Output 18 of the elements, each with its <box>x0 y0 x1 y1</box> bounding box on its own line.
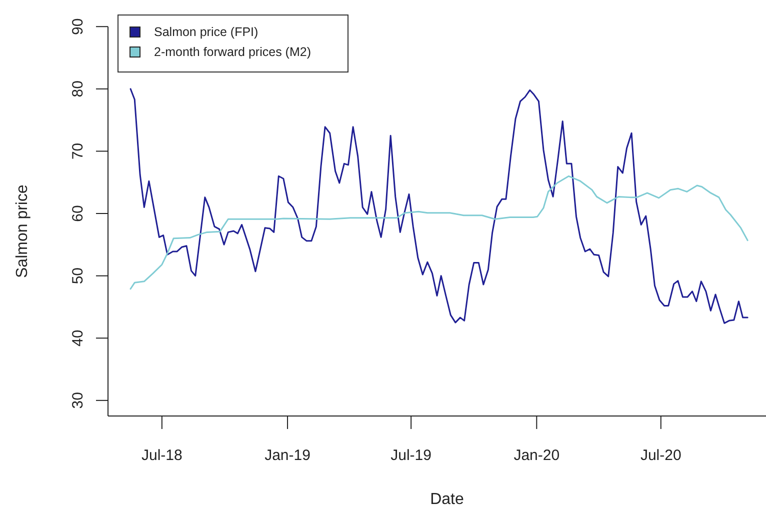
x-tick-label: Jan-19 <box>264 447 310 464</box>
x-tick-label: Jan-20 <box>514 447 560 464</box>
y-tick-label: 50 <box>70 267 86 284</box>
legend-label: Salmon price (FPI) <box>154 25 258 39</box>
y-tick-label: 80 <box>70 80 86 98</box>
y-tick-label: 70 <box>70 142 86 160</box>
x-tick-label: Jul-20 <box>640 447 682 464</box>
legend-label: 2-month forward prices (M2) <box>154 45 311 59</box>
y-tick-label: 60 <box>70 205 86 222</box>
x-tick-label: Jul-19 <box>390 447 432 464</box>
x-axis-title: Date <box>430 491 464 508</box>
line-series <box>130 175 748 290</box>
y-tick-label: 40 <box>70 330 86 346</box>
x-tick-label: Jul-18 <box>141 447 182 464</box>
y-axis-title: Salmon price <box>14 184 31 278</box>
y-tick-label: 90 <box>70 18 86 35</box>
line-series <box>130 88 748 324</box>
y-tick-label: 30 <box>70 392 86 409</box>
